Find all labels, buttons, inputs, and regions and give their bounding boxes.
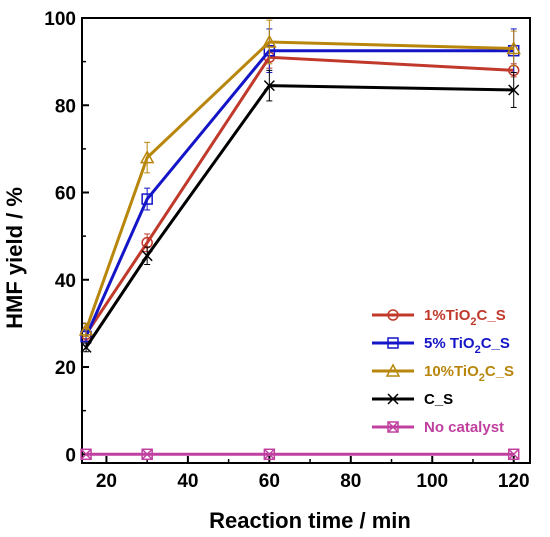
legend-label: C_S — [424, 391, 453, 408]
x-tick-label: 120 — [498, 471, 530, 492]
series-line — [84, 84, 514, 349]
series-3 — [80, 69, 520, 353]
data-point — [141, 448, 153, 461]
legend-label: 1%TiO2C_S — [424, 307, 506, 328]
data-point — [80, 341, 92, 353]
legend-item-1: 5% TiO2C_S — [372, 335, 510, 356]
legend-item-3: C_S — [372, 391, 453, 408]
chart-legend: 1%TiO2C_S 5% TiO2C_S 10%TiO2C_S C_S No catal… — [372, 307, 514, 436]
error-bar — [266, 19, 273, 65]
data-point — [506, 40, 521, 55]
legend-marker — [387, 393, 399, 405]
error-bar — [510, 30, 517, 67]
plot-frame — [81, 17, 531, 464]
data-point — [263, 80, 275, 92]
legend-marker — [385, 363, 401, 377]
data-point — [507, 448, 520, 461]
x-axis-label: Reaction time / min — [209, 508, 411, 533]
y-tick-label: 100 — [44, 9, 76, 30]
data-point — [508, 84, 520, 96]
y-tick-label: 0 — [65, 445, 76, 466]
legend-item-0: 1%TiO2C_S — [372, 307, 506, 328]
error-bar — [144, 187, 151, 211]
data-point — [139, 150, 155, 164]
x-tick-label: 100 — [416, 471, 448, 492]
data-point — [263, 448, 276, 461]
y-tick-label: 60 — [55, 184, 76, 205]
x-tick-label: 20 — [96, 471, 117, 492]
series-1 — [80, 28, 520, 344]
x-tick-label: 40 — [177, 471, 198, 492]
data-point — [262, 34, 277, 48]
series-line — [84, 55, 514, 336]
legend-item-4: No catalyst — [372, 419, 504, 436]
plot-series — [78, 19, 521, 461]
data-point — [78, 322, 94, 336]
legend-marker — [387, 337, 399, 349]
legend-label: 5% TiO2C_S — [424, 335, 510, 356]
series-line — [84, 40, 514, 331]
y-axis-label: HMF yield / % — [2, 187, 27, 329]
x-tick-label: 60 — [259, 471, 280, 492]
legend-marker — [387, 421, 399, 433]
series-4 — [80, 448, 520, 461]
data-point — [80, 448, 92, 461]
y-tick-label: 20 — [55, 358, 76, 379]
legend-label: 10%TiO2C_S — [424, 363, 514, 384]
y-tick-label: 40 — [55, 271, 76, 292]
data-point — [141, 193, 153, 205]
error-bar — [144, 141, 151, 174]
x-tick-label: 80 — [340, 471, 361, 492]
y-tick-label: 80 — [55, 96, 76, 117]
series-2 — [78, 19, 521, 337]
legend-marker — [387, 309, 399, 321]
data-point — [141, 250, 153, 262]
legend-label: No catalyst — [424, 419, 504, 436]
legend-item-2: 10%TiO2C_S — [372, 363, 514, 384]
series-line — [84, 49, 514, 338]
